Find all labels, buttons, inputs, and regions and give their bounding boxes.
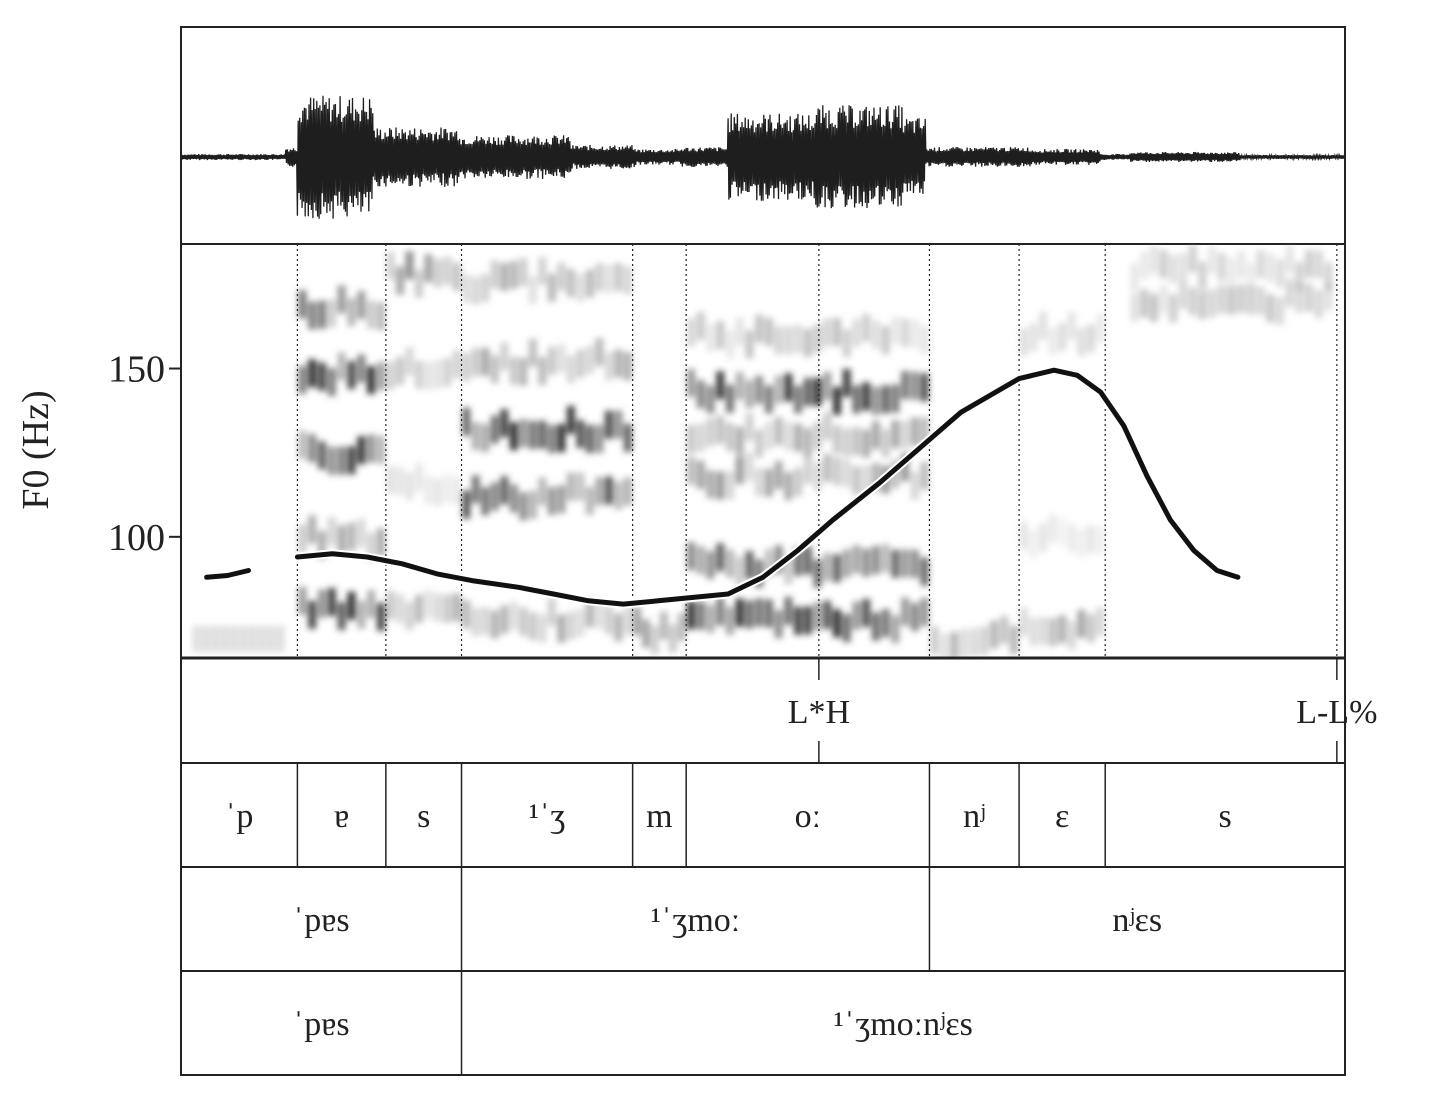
tier-row	[180, 866, 1346, 972]
tier-label: ˈpɐs	[293, 1006, 350, 1043]
tier-label: oː	[795, 798, 821, 835]
tier-row	[180, 762, 1346, 868]
tier-label: s	[417, 798, 430, 835]
tone-label: L*H	[788, 694, 850, 731]
tier-label: ˈp	[225, 798, 253, 835]
tier-label: ɛ	[1055, 798, 1069, 835]
tier-row	[180, 657, 1346, 764]
f0-line	[204, 568, 251, 580]
tier-label: ¹ˈʒmoːnʲɛs	[834, 1006, 973, 1043]
segment-boundaries	[296, 244, 1338, 658]
tier-label: ¹ˈʒ	[529, 798, 566, 835]
tier-label: ɐ	[334, 798, 349, 835]
f0-line	[294, 367, 1241, 607]
tier-row	[180, 970, 1346, 1076]
f0-contour	[202, 365, 1243, 609]
waveform	[180, 95, 1346, 219]
tier-label: m	[646, 798, 672, 835]
tier-label: s	[1218, 798, 1231, 835]
tier-label: nʲɛs	[1112, 902, 1162, 939]
tier-label: ˈpɐs	[293, 902, 350, 939]
y-axis-label: F0 (Hz)	[15, 390, 57, 509]
tone-label: L-L%	[1296, 694, 1377, 731]
y-tick-label: 150	[108, 349, 165, 391]
tier-label: ¹ˈʒmoː	[651, 902, 741, 939]
tier-label: nʲ	[963, 798, 985, 835]
y-axis: 100 150	[108, 349, 181, 559]
y-tick-label: 100	[108, 517, 165, 559]
spectrogram	[192, 244, 1333, 658]
